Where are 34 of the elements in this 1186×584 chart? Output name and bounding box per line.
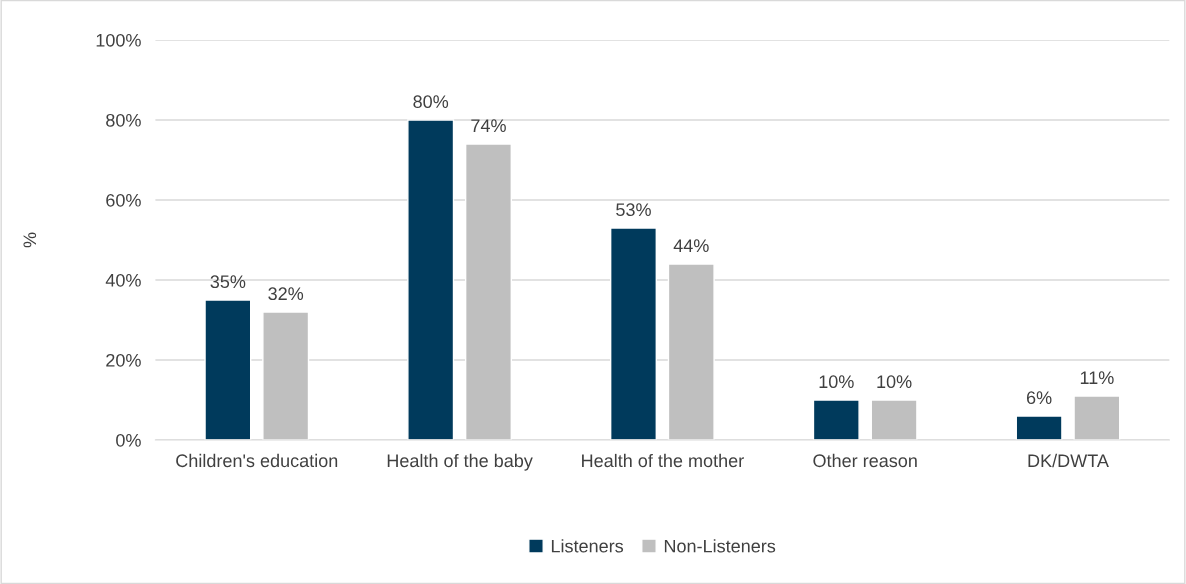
legend-label: Non-Listeners	[664, 539, 776, 553]
data-label: 11%	[1080, 371, 1114, 385]
x-tick-label: DK/DWTA	[1028, 453, 1109, 468]
bar	[262, 311, 310, 440]
bar	[1073, 395, 1121, 440]
bar	[407, 119, 455, 440]
data-label: 44%	[673, 239, 709, 252]
y-tick-label: 80%	[106, 113, 141, 127]
x-tick-label: Children's education	[176, 453, 338, 468]
y-tick-label: 0%	[116, 433, 141, 447]
data-label: 80%	[413, 95, 449, 109]
y-tick-label: 100%	[96, 33, 141, 47]
data-label: 32%	[268, 287, 304, 301]
data-label: 53%	[616, 203, 651, 217]
x-tick-label: Health of the mother	[582, 453, 744, 468]
legend-label: Listeners	[551, 539, 624, 553]
x-tick-label: Health of the baby	[387, 453, 533, 471]
bar	[609, 227, 657, 440]
data-label: 10%	[819, 375, 854, 389]
data-label: 6%	[1026, 391, 1052, 405]
bar	[204, 299, 252, 440]
data-label: 74%	[471, 119, 506, 132]
y-tick-label: 40%	[105, 273, 141, 287]
y-tick-label: 60%	[106, 193, 141, 207]
bar	[870, 399, 918, 440]
data-label: 10%	[877, 375, 912, 389]
y-axis-title: %	[23, 232, 37, 248]
bar	[1015, 415, 1063, 440]
data-label: 35%	[210, 275, 246, 289]
bar	[464, 143, 512, 440]
x-tick-label: Other reason	[813, 453, 917, 468]
bar	[812, 399, 860, 440]
bar	[667, 263, 715, 440]
y-tick-label: 20%	[106, 353, 141, 367]
